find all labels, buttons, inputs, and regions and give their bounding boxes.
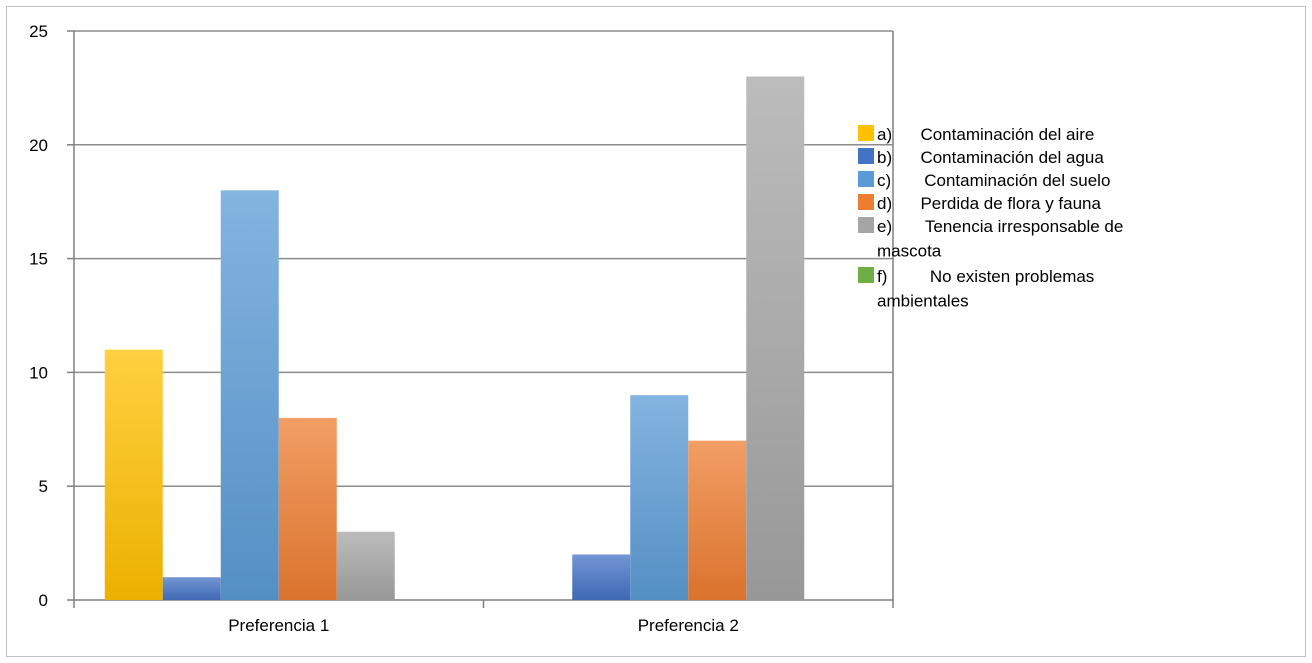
bars — [104, 76, 805, 600]
legend-label: c) Contaminación del suelo — [877, 171, 1110, 190]
bar — [688, 440, 747, 600]
legend-label: ambientales — [877, 292, 969, 311]
legend: a) Contaminación del aire b) Contaminació… — [858, 125, 1123, 311]
y-tick-label: 5 — [39, 477, 48, 496]
bar — [336, 531, 395, 600]
legend-entry: b) Contaminación del agua — [858, 148, 1104, 167]
legend-label: d) Perdida de flora y fauna — [877, 194, 1102, 213]
y-tick-label: 0 — [39, 591, 48, 610]
legend-label: mascota — [877, 242, 942, 261]
axes: 0 5 10 15 20 25 Preferencia 1 Preferencia 2 — [29, 22, 894, 635]
bar — [746, 76, 805, 600]
y-tick-label: 10 — [29, 363, 48, 382]
bar — [104, 349, 163, 600]
legend-entry: e) Tenencia irresponsable de mascota — [858, 217, 1123, 261]
legend-entry: c) Contaminación del suelo — [858, 171, 1110, 190]
legend-label: e) Tenencia irresponsable de — [877, 217, 1123, 236]
legend-label: b) Contaminación del agua — [877, 148, 1104, 167]
legend-entry: f) No existen problemas ambientales — [858, 267, 1094, 311]
bar — [630, 395, 689, 600]
legend-swatch — [858, 267, 874, 283]
y-tick-label: 20 — [29, 136, 48, 155]
y-tick-label: 25 — [29, 22, 48, 41]
bar — [162, 577, 221, 600]
legend-entry: a) Contaminación del aire — [858, 125, 1094, 144]
y-tick-label: 15 — [29, 250, 48, 269]
legend-label: a) Contaminación del aire — [877, 125, 1094, 144]
legend-entry: d) Perdida de flora y fauna — [858, 194, 1102, 213]
legend-swatch — [858, 171, 874, 187]
legend-swatch — [858, 217, 874, 233]
bar — [220, 190, 279, 600]
bar — [572, 554, 631, 600]
legend-swatch — [858, 125, 874, 141]
legend-swatch — [858, 148, 874, 164]
x-category-label: Preferencia 2 — [638, 616, 739, 635]
x-category-label: Preferencia 1 — [228, 616, 329, 635]
legend-label: f) No existen problemas — [877, 267, 1094, 286]
legend-swatch — [858, 194, 874, 210]
bar — [278, 417, 337, 600]
